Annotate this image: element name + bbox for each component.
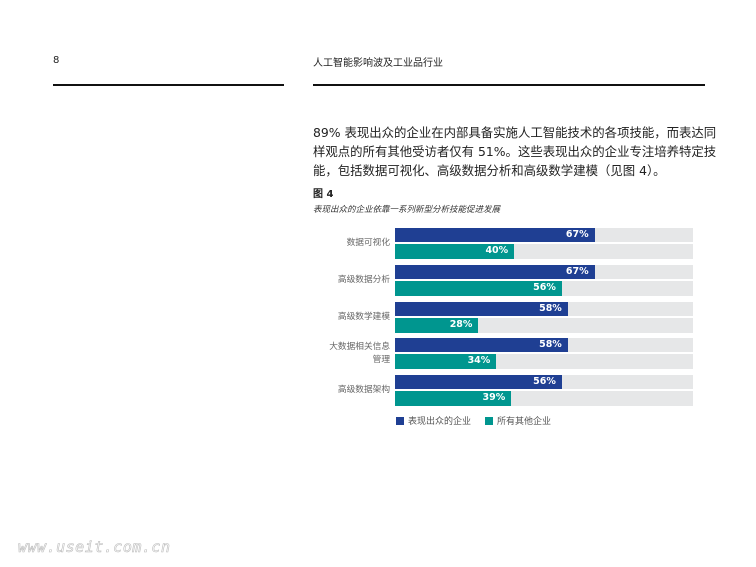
bar-top-performers: 58% [395, 301, 568, 316]
category-label: 高级数学建模 [313, 311, 390, 324]
running-title: 人工智能影响波及工业品行业 [313, 58, 443, 69]
bar-chart: 表现出众的企业 所有其他企业 数据可视化 67% 40% 高级数据分析 67% 56% 高级… [313, 228, 713, 428]
category-label-line: 大数据相关信息 [329, 341, 390, 352]
bar-others: 56% [395, 280, 562, 296]
figure-caption: 表现出众的企业依靠一系列新型分析技能促进发展 [313, 205, 501, 215]
bar-track: 56% [395, 375, 693, 390]
body-paragraph: 89% 表现出众的企业在内部具备实施人工智能技术的各项技能，而表达同样观点的所有… [313, 125, 717, 178]
bar-top-performers: 67% [395, 228, 595, 242]
bar-others: 40% [395, 244, 515, 259]
bar-top-performers: 67% [395, 264, 595, 279]
category-label-line: 高级数学建模 [337, 311, 390, 322]
watermark: www.useit.com.cn [18, 538, 171, 557]
bar-value-label: 67% [565, 265, 589, 277]
category-label: 数据可视化 [313, 237, 390, 250]
bar-track: 40% [395, 244, 693, 259]
bar-value-label: 34% [467, 355, 491, 367]
bar-value-label: 40% [485, 245, 509, 256]
legend-swatch-top-performers [396, 416, 404, 425]
bar-others: 39% [395, 391, 512, 407]
bar-track: 56% [395, 280, 693, 296]
bar-track: 28% [395, 317, 693, 333]
bar-track: 67% [395, 264, 693, 279]
bar-top-performers: 58% [395, 338, 568, 353]
bar-value-label: 39% [482, 392, 506, 404]
category-label: 高级数据分析 [313, 274, 390, 287]
bar-value-label: 56% [533, 281, 556, 293]
bar-top-performers: 56% [395, 375, 562, 390]
divider-left [53, 84, 284, 86]
legend-label-others: 所有其他企业 [497, 417, 552, 427]
chart-legend: 表现出众的企业 所有其他企业 [396, 414, 551, 427]
bar-value-label: 56% [533, 376, 556, 388]
legend-swatch-others [485, 416, 494, 425]
bar-value-label: 58% [539, 302, 562, 314]
bar-value-label: 67% [565, 229, 589, 240]
bar-track: 67% [395, 228, 693, 242]
bar-track: 58% [395, 338, 693, 353]
category-label-line: 高级数据分析 [337, 274, 390, 285]
bar-others: 34% [395, 354, 497, 370]
category-label-line: 管理 [372, 354, 390, 365]
bar-track: 39% [395, 391, 693, 407]
category-label: 大数据相关信息管理 [313, 341, 390, 367]
divider-right [313, 84, 705, 86]
category-label-line: 高级数据架构 [337, 385, 390, 396]
figure-label: 图 4 [313, 189, 334, 200]
page-number: 8 [53, 55, 60, 66]
bar-track: 34% [395, 354, 693, 370]
bar-others: 28% [395, 317, 479, 333]
bar-value-label: 58% [539, 339, 562, 351]
category-label: 高级数据架构 [313, 384, 390, 397]
legend-label-top-performers: 表现出众的企业 [408, 417, 472, 427]
bar-track: 58% [395, 301, 693, 316]
bar-value-label: 28% [449, 318, 473, 330]
category-label-line: 数据可视化 [346, 238, 390, 248]
content-column: 89% 表现出众的企业在内部具备实施人工智能技术的各项技能，而表达同样观点的所有… [313, 123, 718, 428]
